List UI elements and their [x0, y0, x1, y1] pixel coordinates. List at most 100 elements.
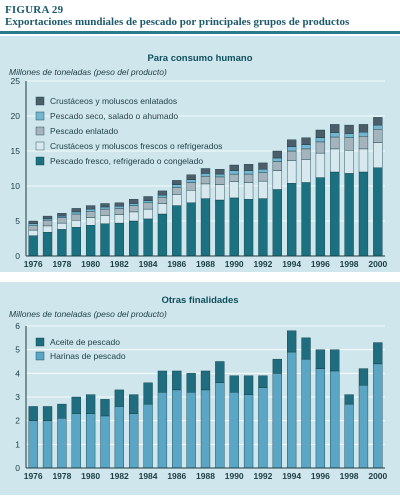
bar-segment	[287, 330, 297, 353]
bar-segment	[229, 173, 239, 183]
bar-segment	[85, 217, 96, 226]
bar-segment	[243, 173, 254, 183]
x-tick-label: 1982	[110, 471, 129, 481]
bar-segment	[114, 406, 124, 469]
bar-segment	[100, 223, 110, 257]
bar-segment	[243, 375, 254, 395]
x-tick-label: 1976	[24, 259, 43, 269]
bar-segment	[57, 229, 67, 257]
bar-segment	[215, 168, 225, 175]
y-tick-label: 25	[11, 76, 21, 86]
x-tick-label: 2000	[368, 471, 387, 481]
legend-label: Pescado fresco, refrigerado o congelado	[50, 156, 203, 166]
y-tick-label: 5	[15, 216, 20, 226]
bar-segment	[186, 189, 196, 203]
bar-segment	[85, 210, 96, 218]
bar-segment	[215, 184, 225, 201]
bar-segment	[71, 220, 81, 228]
bar-segment	[42, 420, 53, 469]
bar-segment	[315, 349, 326, 369]
bar-segment	[200, 168, 211, 174]
x-tick-label: 1984	[139, 259, 158, 269]
legend-swatch	[35, 351, 45, 361]
bar-segment	[71, 211, 81, 215]
bar-segment	[114, 214, 124, 224]
legend-swatch	[35, 126, 45, 136]
bar-segment	[229, 197, 239, 257]
y-tick-label: 15	[11, 146, 21, 156]
bar-segment	[57, 213, 67, 217]
x-tick-label: 1998	[340, 259, 359, 269]
bar-segment	[258, 375, 268, 388]
bar-segment	[143, 382, 153, 405]
bar-segment	[143, 403, 153, 469]
x-tick-label: 1988	[196, 259, 215, 269]
bar-segment	[315, 141, 326, 154]
x-tick-label: 1996	[311, 259, 330, 269]
bar-segment	[71, 227, 81, 257]
bar-segment	[272, 170, 282, 190]
bar-segment	[129, 220, 139, 257]
bar-segment	[358, 136, 369, 150]
bar-segment	[344, 173, 354, 257]
bar-segment	[358, 124, 369, 133]
bar-segment	[186, 179, 196, 183]
legend-swatch	[35, 156, 45, 166]
bar-segment	[344, 150, 354, 174]
chart-panel-human-consumption: Para consumo humano Millones de tonelada…	[0, 36, 400, 272]
bar-segment	[85, 394, 96, 414]
bar-segment	[28, 406, 38, 421]
bar-segment	[71, 213, 81, 221]
bar-segment	[28, 223, 38, 226]
bar-segment	[243, 199, 254, 257]
bar-segment	[200, 175, 211, 185]
bar-segment	[172, 205, 182, 257]
bar-segment	[373, 117, 383, 126]
bar-segment	[172, 370, 182, 391]
bar-segment	[243, 170, 254, 175]
bar-segment	[373, 124, 383, 130]
bar-segment	[243, 164, 254, 171]
bar-segment	[114, 222, 124, 257]
bar-segment	[42, 225, 53, 233]
y-axis-label: Millones de toneladas (peso del producto…	[9, 67, 167, 77]
bar-segment	[229, 164, 239, 171]
bar-segment	[358, 131, 369, 137]
bar-segment	[143, 218, 153, 257]
figure-header: FIGURA 29 Exportaciones mundiales de pes…	[0, 0, 400, 34]
bar-segment	[272, 189, 282, 257]
bar-segment	[114, 206, 124, 209]
bar-segment	[85, 224, 96, 257]
bar-segment	[57, 403, 67, 419]
bar-segment	[243, 394, 254, 469]
bar-segment	[200, 183, 211, 199]
bar-segment	[186, 392, 196, 469]
bar-segment	[172, 389, 182, 469]
x-tick-label: 1998	[340, 471, 359, 481]
x-tick-label: 1990	[225, 259, 244, 269]
y-tick-label: 0	[15, 251, 20, 261]
bar-segment	[315, 177, 326, 257]
bar-segment	[301, 148, 311, 160]
bar-segment	[315, 129, 326, 138]
bar-segment	[71, 413, 81, 469]
bar-segment	[315, 152, 326, 178]
legend-label: Crustáceos y moluscos frescos o refriger…	[50, 141, 222, 151]
bar-segment	[129, 413, 139, 469]
bar-segment	[215, 176, 225, 185]
figure-label: FIGURA 29	[5, 4, 64, 16]
bar-segment	[186, 202, 196, 257]
bar-segment	[157, 190, 168, 196]
header-rule	[0, 31, 400, 34]
bar-segment	[42, 218, 53, 221]
bar-segment	[100, 203, 110, 208]
bar-segment	[258, 180, 268, 199]
bar-segment	[114, 208, 124, 215]
legend-label: Crustáceos y moluscos enlatados	[50, 96, 177, 106]
bar-segment	[200, 370, 211, 391]
bar-segment	[42, 231, 53, 257]
y-tick-label: 20	[11, 111, 21, 121]
bar-segment	[143, 202, 153, 210]
x-tick-label: 1978	[52, 471, 71, 481]
bar-segment	[287, 139, 297, 148]
